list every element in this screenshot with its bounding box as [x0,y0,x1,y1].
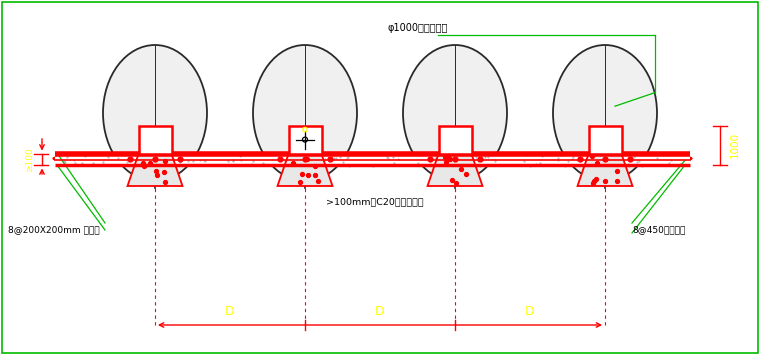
Bar [289,126,321,154]
Ellipse shape [553,45,657,181]
Bar [439,126,471,154]
Text: ≥100: ≥100 [26,147,34,172]
Polygon shape [277,154,333,186]
Ellipse shape [253,45,357,181]
Text: D: D [225,305,235,318]
Text: 8@200X200mm 钉筋网: 8@200X200mm 钉筋网 [8,225,100,235]
Text: D: D [375,305,385,318]
Ellipse shape [103,45,207,181]
Polygon shape [427,154,483,186]
Text: φ1000钉孔灌注栅: φ1000钉孔灌注栅 [388,23,448,33]
Bar [138,126,172,154]
Bar [588,126,622,154]
Bar [55,154,690,167]
Polygon shape [578,154,632,186]
Ellipse shape [403,45,507,181]
Text: 8@450间距钉笺: 8@450间距钉笺 [632,225,686,235]
Polygon shape [128,154,182,186]
Text: >100mm压C20混凝土底层: >100mm压C20混凝土底层 [326,197,424,206]
Text: D: D [525,305,535,318]
Text: 1000: 1000 [730,132,740,158]
